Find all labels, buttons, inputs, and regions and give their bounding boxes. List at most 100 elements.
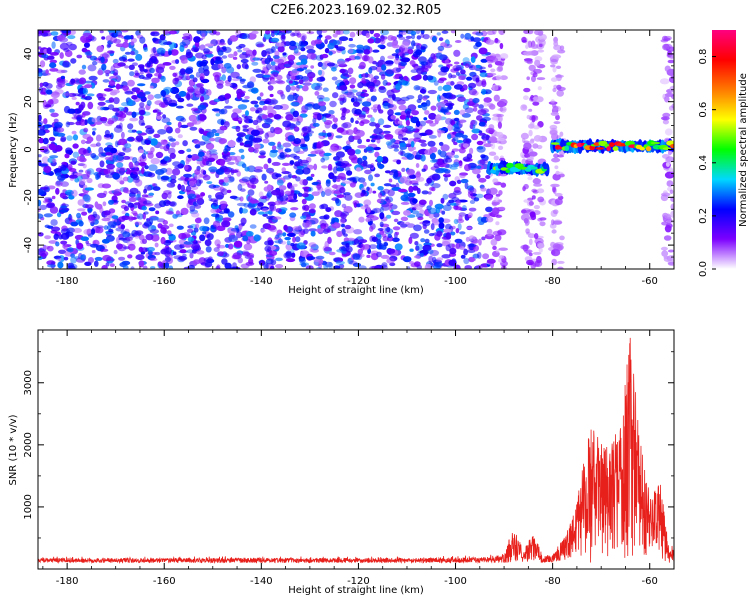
spectrogram-cell-3814 <box>543 165 549 170</box>
spectrogram-cell-3074 <box>467 187 477 195</box>
spectrogram-cell-3003 <box>201 32 206 40</box>
spectrogram-cell-212 <box>308 203 316 210</box>
spectrogram-cell-2209 <box>238 117 244 121</box>
spectrogram-cell-2402 <box>323 263 329 269</box>
spectrogram-cell-1427 <box>146 73 153 78</box>
spectrogram-cell-3197 <box>65 121 71 128</box>
spectrogram-cell-3285 <box>353 238 360 245</box>
spectrogram-cell-1135 <box>254 166 264 171</box>
spectrogram-cell-3256 <box>324 187 332 193</box>
spectrogram-cell-3893 <box>639 146 646 151</box>
spectrogram-cell-3360 <box>407 127 416 132</box>
spectrogram-cell-3358 <box>430 159 438 163</box>
spectrogram-cell-1375 <box>344 194 353 201</box>
spectrogram-cell-3587 <box>526 156 534 161</box>
spectrogram-cell-3225 <box>299 143 308 147</box>
spectrogram-cell-2540 <box>376 251 382 258</box>
spectrogram-cell-2081 <box>407 192 416 198</box>
spectrogram-cell-1216 <box>361 101 372 107</box>
spectrogram-cell-1927 <box>134 221 143 226</box>
spectrogram-cell-2714 <box>221 66 227 74</box>
spectrogram-cell-3351 <box>310 150 318 155</box>
spectrogram-cell-2296 <box>399 221 407 229</box>
spectrogram-cell-2671 <box>409 248 414 252</box>
spectrogram-cell-2924 <box>293 138 302 145</box>
spectrogram-cell-2159 <box>308 76 313 82</box>
spectrogram-cell-2664 <box>383 242 389 247</box>
spectrogram-cell-1973 <box>77 199 85 206</box>
spectrogram-cell-3291 <box>241 208 248 214</box>
spectrogram-cell-3693 <box>559 235 565 241</box>
spectrogram-cell-2851 <box>409 59 416 67</box>
spectrogram-cell-2045 <box>247 202 255 210</box>
spectrogram-cell-962 <box>81 113 86 118</box>
spectrogram-cell-652 <box>206 181 213 185</box>
spectrogram-cell-2281 <box>273 127 283 135</box>
spectrogram-cell-3745 <box>666 180 674 187</box>
spectrogram-cell-3195 <box>285 250 292 257</box>
spectrogram-cell-800 <box>256 43 265 48</box>
spectrogram-cell-2522 <box>70 58 77 64</box>
spectrogram-cell-2263 <box>103 147 113 152</box>
spectrogram-cell-2789 <box>391 210 401 216</box>
spectrogram-cell-3176 <box>87 101 94 110</box>
spectrogram-cell-675 <box>473 106 478 112</box>
spectrogram-y-tick-label: 40 <box>23 48 34 61</box>
spectrogram-cell-3272 <box>138 260 145 268</box>
spectrogram-cell-3180 <box>128 99 133 106</box>
spectrogram-cell-2444 <box>71 189 78 197</box>
spectrogram-cell-736 <box>236 64 241 70</box>
spectrogram-cell-2203 <box>190 242 200 250</box>
spectrogram-cell-340 <box>373 33 381 38</box>
spectrogram-cell-2745 <box>351 107 358 114</box>
spectrogram-cell-3041 <box>149 216 160 221</box>
spectrogram-cell-1937 <box>150 31 156 36</box>
spectrogram-cell-1587 <box>243 243 253 251</box>
spectrogram-cell-2736 <box>478 238 482 246</box>
spectrogram-cell-2772 <box>406 110 411 118</box>
spectrogram-cell-5 <box>38 137 44 144</box>
spectrogram-cell-3472 <box>498 30 506 35</box>
spectrogram-cell-1585 <box>199 61 208 67</box>
spectrogram-cell-2608 <box>422 34 430 40</box>
spectrogram-cell-2573 <box>467 101 475 106</box>
spectrogram-cell-815 <box>97 101 106 106</box>
spectrogram-cell-1608 <box>132 157 138 163</box>
spectrogram-cell-3028 <box>205 160 212 166</box>
spectrogram-cell-3520 <box>537 49 545 53</box>
spectrogram-cell-2798 <box>445 164 453 169</box>
spectrogram-cell-1871 <box>247 32 257 40</box>
spectrogram-cell-1082 <box>425 120 434 124</box>
spectrogram-cell-1174 <box>91 250 96 254</box>
spectrogram-cell-2884 <box>76 212 82 219</box>
spectrogram-cell-3439 <box>497 115 503 123</box>
spectrogram-cell-2668 <box>243 202 250 208</box>
spectrogram-cell-3670 <box>555 170 560 175</box>
spectrogram-cell-3237 <box>460 178 469 184</box>
spectrogram-cell-2726 <box>85 240 89 244</box>
spectrogram-cell-2560 <box>444 59 450 65</box>
spectrogram-cell-2401 <box>355 97 363 102</box>
spectrogram-cell-2881 <box>142 76 152 80</box>
spectrogram-cell-2529 <box>224 167 231 175</box>
spectrogram-cell-1192 <box>107 30 117 33</box>
spectrogram-cell-596 <box>249 107 256 112</box>
spectrogram-cell-1773 <box>348 154 357 161</box>
spectrogram-cell-2270 <box>323 228 329 234</box>
spectrogram-cell-798 <box>42 137 49 145</box>
spectrogram-cell-1500 <box>141 167 145 175</box>
spectrogram-cell-3264 <box>121 215 126 221</box>
spectrogram-cell-3085 <box>121 30 129 33</box>
spectrogram-cell-1203 <box>236 170 241 177</box>
spectrogram-cell-2594 <box>411 34 416 40</box>
spectrogram-cell-1047 <box>55 187 60 195</box>
spectrogram-cell-2948 <box>42 99 47 106</box>
spectrogram-cell-2853 <box>436 158 445 166</box>
spectrogram-cell-1588 <box>245 231 254 237</box>
spectrogram-cell-3620 <box>531 115 536 123</box>
spectrogram-cell-2505 <box>197 151 205 157</box>
spectrogram-cell-2715 <box>120 224 126 230</box>
spectrogram-cell-1582 <box>68 168 77 172</box>
spectrogram-cell-3240 <box>112 154 119 162</box>
spectrogram-cell-2381 <box>180 207 189 215</box>
